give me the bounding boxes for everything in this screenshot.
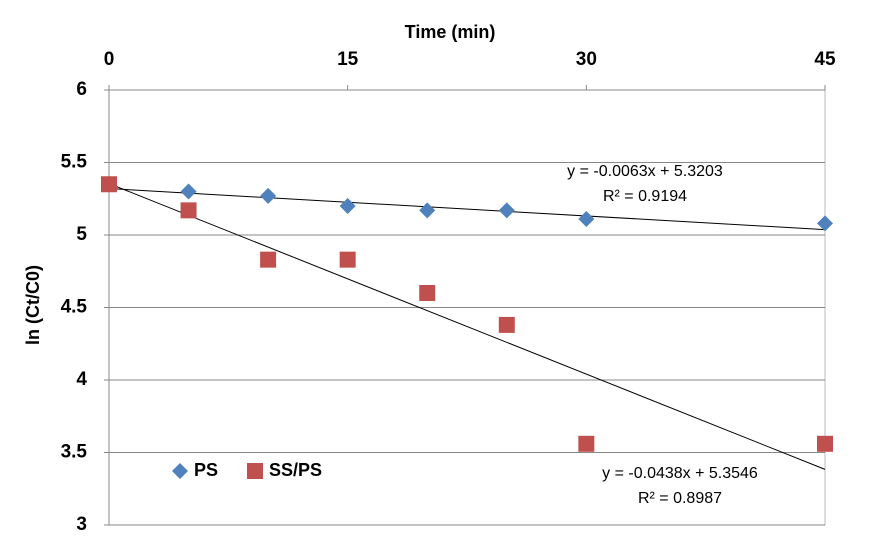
trendline-equation: y = -0.0063x + 5.3203: [567, 163, 723, 180]
point: [339, 198, 356, 214]
point: [339, 251, 356, 268]
y-tick-label: 4: [76, 369, 87, 390]
point: [260, 251, 277, 268]
point: [817, 215, 833, 232]
point: [180, 202, 197, 219]
point: [498, 316, 515, 333]
point: [578, 211, 595, 228]
x-tick-label: 30: [576, 49, 597, 70]
point: [180, 183, 197, 200]
x-tick-label: 15: [337, 49, 359, 70]
trendline: [108, 188, 826, 231]
point: [817, 435, 833, 452]
point: [498, 202, 515, 219]
y-tick-label: 3: [76, 514, 87, 535]
trendline-r2: R² = 0.8987: [638, 490, 722, 507]
y-tick-label: 5: [76, 224, 87, 245]
legend-marker: [247, 463, 263, 479]
y-tick-label: 5.5: [61, 152, 88, 173]
legend-marker: [172, 463, 188, 479]
legend-label: PS: [194, 460, 218, 480]
legend-label: SS/PS: [269, 460, 322, 480]
y-tick-label: 3.5: [61, 442, 88, 463]
x-tick-label: 45: [814, 49, 836, 70]
point: [419, 202, 436, 219]
y-tick-label: 6: [76, 79, 87, 100]
trendline-r2: R² = 0.9194: [603, 188, 687, 205]
trendline-equation: y = -0.0438x + 5.3546: [602, 465, 758, 482]
point: [419, 285, 436, 301]
point: [578, 435, 595, 452]
x-tick-label: 0: [104, 49, 115, 70]
point: [260, 187, 277, 204]
point: [101, 176, 117, 193]
y-axis-title: ln (Ct/C0): [23, 265, 43, 345]
x-axis-title: Time (min): [405, 22, 496, 42]
y-tick-label: 4.5: [61, 297, 88, 318]
trendline: [108, 183, 826, 470]
